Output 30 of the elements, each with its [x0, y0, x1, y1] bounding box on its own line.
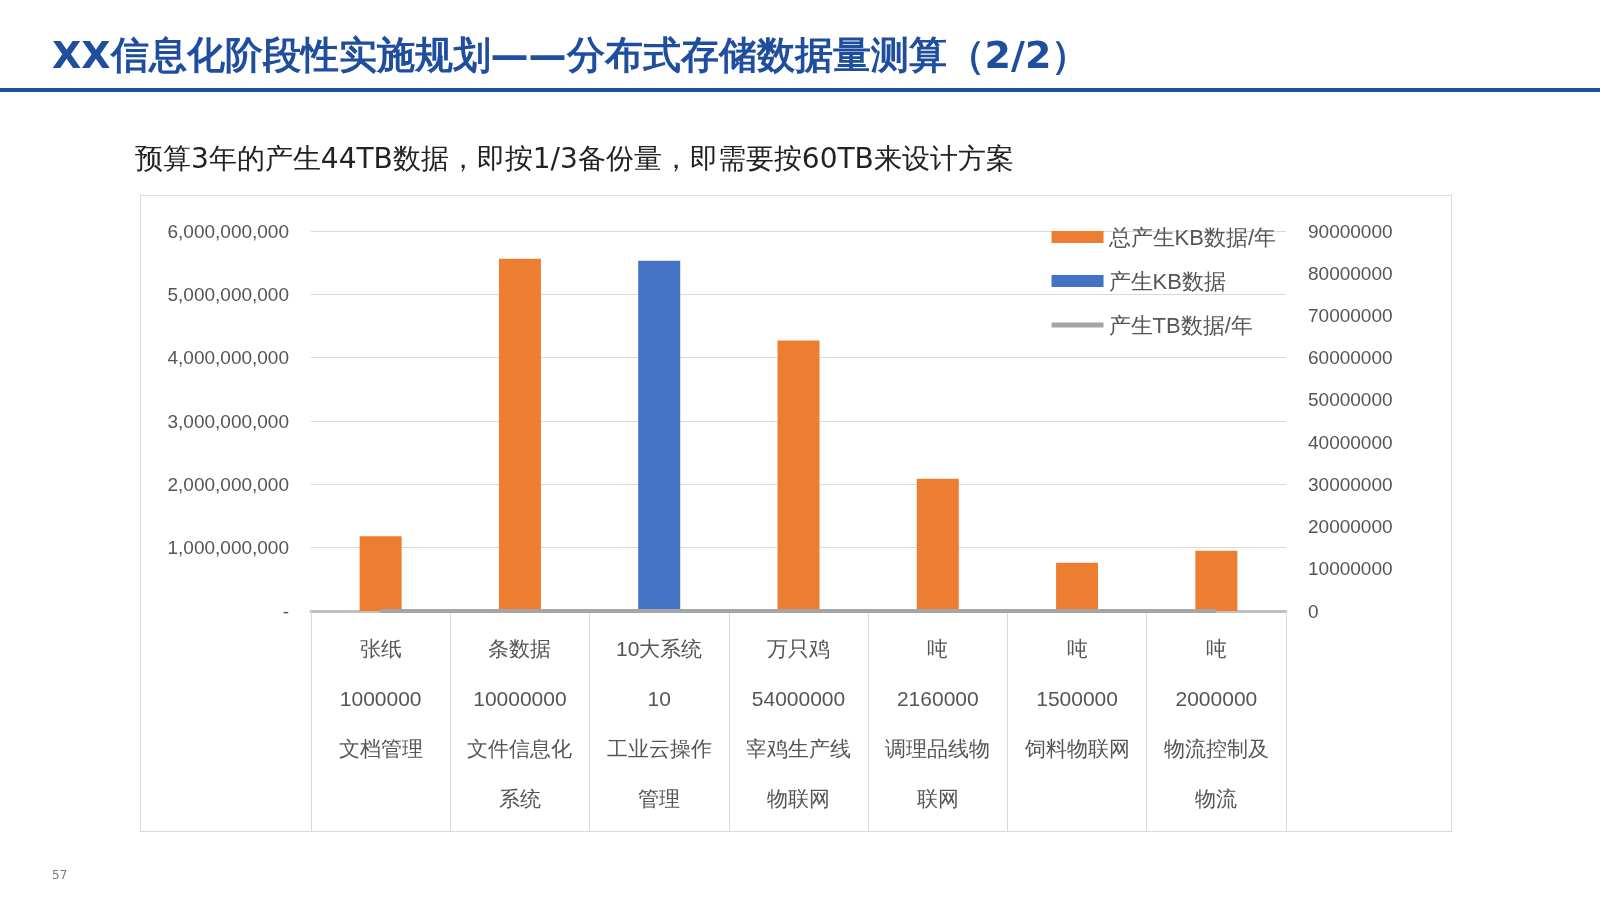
y2-tick-label: 30000000 — [1308, 473, 1393, 495]
y-tick-label: 1,000,000,000 — [167, 537, 289, 559]
y2-tick-label: 20000000 — [1308, 516, 1393, 538]
legend-label: 总产生KB数据/年 — [1107, 224, 1277, 250]
legend-label: 产生KB数据 — [1108, 268, 1226, 294]
y-tick-label: 3,000,000,000 — [167, 410, 289, 432]
category-label: 10大系统 10 工业云操作管理 — [606, 636, 712, 810]
y2-tick-label: 60000000 — [1308, 347, 1393, 369]
y2-tick-label: 70000000 — [1308, 304, 1393, 326]
chart-subtitle: 预算3年的产生44TB数据，即按1/3备份量，即需要按60TB来设计方案 — [135, 141, 1014, 177]
chart-title: XX信息化阶段性实施规划——分布式存储数据量测算（2/2） — [52, 32, 1090, 79]
y-tick-label: 2,000,000,000 — [167, 473, 289, 495]
y2-tick-label: 10000000 — [1308, 558, 1393, 580]
y-tick-label: 4,000,000,000 — [167, 347, 289, 369]
y-tick-label: - — [282, 600, 289, 622]
y-tick-label: 6,000,000,000 — [167, 220, 289, 242]
y2-tick-label: 50000000 — [1308, 389, 1393, 411]
text: 57 — [52, 868, 68, 882]
y2-tick-label: 0 — [1308, 600, 1319, 622]
category-label: 吨 2000000 物流控制及物流 — [1163, 636, 1269, 810]
category-label: 张纸 1000000 文档管理 — [338, 636, 423, 760]
y-tick-label: 5,000,000,000 — [167, 283, 289, 305]
category-label: 吨 1500000 饲料物联网 — [1024, 636, 1130, 760]
y2-tick-label: 80000000 — [1308, 262, 1393, 284]
y2-tick-label: 40000000 — [1308, 431, 1393, 453]
category-label: 条数据 10000000 文件信息化系统 — [467, 636, 573, 810]
category-label: 吨 2160000 调理品线物联网 — [885, 636, 991, 810]
category-label: 万只鸡 54000000 宰鸡生产线物联网 — [746, 636, 851, 810]
legend-label: 产生TB数据/年 — [1108, 312, 1253, 338]
y2-tick-label: 90000000 — [1308, 220, 1393, 242]
